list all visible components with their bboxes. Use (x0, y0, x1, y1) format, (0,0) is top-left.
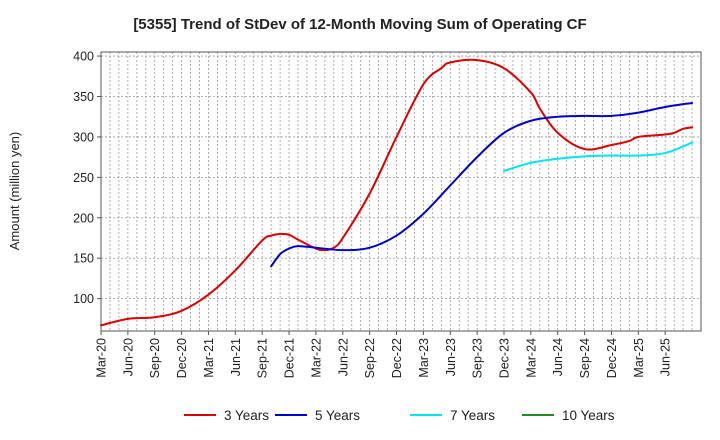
series-layer (100, 58, 694, 327)
y-tick-label: 200 (73, 211, 94, 225)
x-tick-label: Mar-25 (632, 338, 646, 378)
series-line-3-years (100, 58, 694, 327)
x-tick-label: Dec-24 (605, 338, 619, 378)
legend-label-7-years: 7 Years (450, 408, 495, 423)
legend-label-10-years: 10 Years (562, 408, 615, 423)
x-tick-label: Jun-22 (336, 338, 350, 376)
x-tick-label: Sep-24 (578, 338, 592, 378)
x-axis-ticks: Mar-20 Jun-20 Sep-20 Dec-20 Mar-21 Jun-21 Sep-… (95, 331, 673, 378)
series-line-7-years (502, 141, 694, 172)
y-tick-label: 350 (73, 90, 94, 104)
y-tick-label: 300 (73, 130, 94, 144)
y-tick-label: 400 (73, 50, 94, 64)
x-tick-label: Jun-24 (551, 338, 565, 376)
legend: 3 Years 5 Years 7 Years 10 Years (184, 408, 615, 423)
x-tick-label: Dec-23 (497, 338, 511, 378)
legend-label-5-years: 5 Years (315, 408, 360, 423)
y-axis-ticks: 100 150 200 250 300 350 400 (73, 50, 101, 306)
x-tick-label: Sep-23 (471, 338, 485, 378)
y-tick-label: 150 (73, 252, 94, 266)
x-tick-label: Mar-21 (202, 338, 216, 378)
plot-area-frame (100, 51, 702, 332)
x-tick-label: Dec-20 (175, 338, 189, 378)
x-tick-label: Mar-24 (524, 338, 538, 378)
x-tick-label: Sep-22 (363, 338, 377, 378)
x-tick-label: Dec-22 (390, 338, 404, 378)
x-tick-label: Dec-21 (283, 338, 297, 378)
x-tick-label: Mar-20 (95, 338, 109, 378)
y-tick-label: 100 (73, 292, 94, 306)
chart-title: [5355] Trend of StDev of 12-Month Moving… (133, 16, 586, 33)
x-tick-label: Sep-20 (148, 338, 162, 378)
x-tick-label: Jun-21 (229, 338, 243, 376)
legend-label-3-years: 3 Years (224, 408, 269, 423)
x-tick-label: Mar-22 (309, 338, 323, 378)
series-line-5-years (270, 101, 694, 268)
grid (101, 52, 701, 331)
x-tick-label: Sep-21 (256, 338, 270, 378)
x-tick-label: Jun-20 (121, 338, 135, 376)
x-tick-label: Jun-23 (444, 338, 458, 376)
x-tick-label: Mar-23 (417, 338, 431, 378)
y-axis-label: Amount (million yen) (7, 132, 22, 251)
x-tick-label: Jun-25 (659, 338, 673, 376)
y-tick-label: 250 (73, 171, 94, 185)
